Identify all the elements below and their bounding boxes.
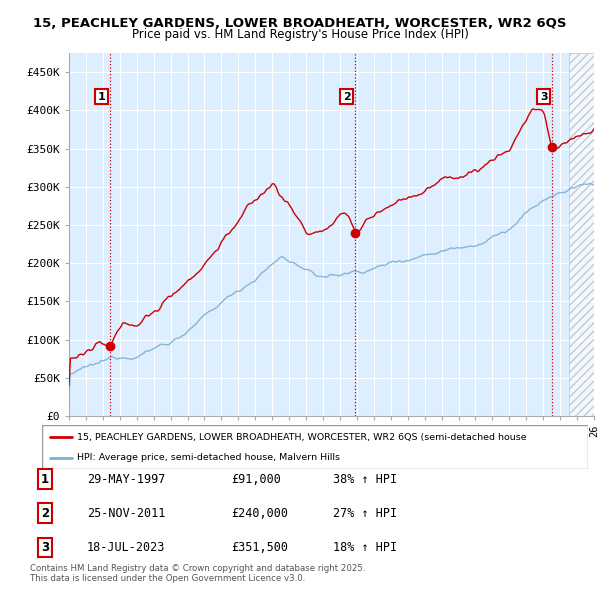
Text: £240,000: £240,000 — [231, 507, 288, 520]
FancyBboxPatch shape — [42, 425, 588, 469]
Text: 38% ↑ HPI: 38% ↑ HPI — [333, 473, 397, 486]
Text: 18% ↑ HPI: 18% ↑ HPI — [333, 541, 397, 554]
Text: 2: 2 — [41, 507, 49, 520]
Text: 3: 3 — [41, 541, 49, 554]
Text: £351,500: £351,500 — [231, 541, 288, 554]
Text: 15, PEACHLEY GARDENS, LOWER BROADHEATH, WORCESTER, WR2 6QS (semi-detached house: 15, PEACHLEY GARDENS, LOWER BROADHEATH, … — [77, 432, 527, 442]
Text: 18-JUL-2023: 18-JUL-2023 — [87, 541, 166, 554]
Text: HPI: Average price, semi-detached house, Malvern Hills: HPI: Average price, semi-detached house,… — [77, 454, 340, 463]
Text: 1: 1 — [97, 91, 105, 101]
Text: £91,000: £91,000 — [231, 473, 281, 486]
Text: Contains HM Land Registry data © Crown copyright and database right 2025.
This d: Contains HM Land Registry data © Crown c… — [30, 563, 365, 583]
Text: 27% ↑ HPI: 27% ↑ HPI — [333, 507, 397, 520]
Text: 15, PEACHLEY GARDENS, LOWER BROADHEATH, WORCESTER, WR2 6QS: 15, PEACHLEY GARDENS, LOWER BROADHEATH, … — [33, 17, 567, 30]
Text: 2: 2 — [343, 91, 350, 101]
Text: 1: 1 — [41, 473, 49, 486]
Text: 29-MAY-1997: 29-MAY-1997 — [87, 473, 166, 486]
Text: Price paid vs. HM Land Registry's House Price Index (HPI): Price paid vs. HM Land Registry's House … — [131, 28, 469, 41]
Text: 25-NOV-2011: 25-NOV-2011 — [87, 507, 166, 520]
Polygon shape — [569, 53, 594, 416]
Text: 3: 3 — [540, 91, 548, 101]
